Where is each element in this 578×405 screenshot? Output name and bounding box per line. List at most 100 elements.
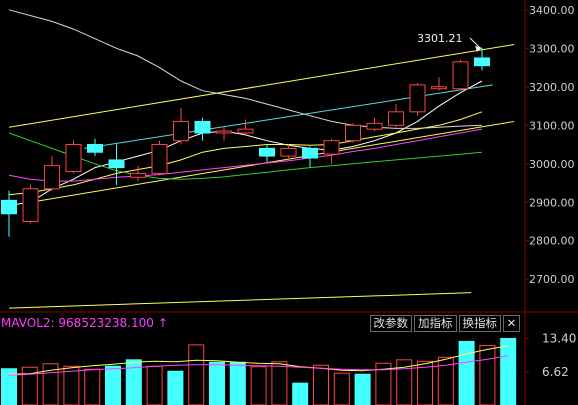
volume-bar-up	[250, 366, 267, 405]
modify-params-button[interactable]: 改参数	[369, 315, 412, 332]
candle-body-up	[388, 111, 404, 126]
volume-bar-up	[333, 372, 350, 405]
volume-moving-average-line	[8, 355, 509, 376]
candle-body-down	[302, 147, 318, 159]
volume-bar-up	[396, 359, 413, 405]
candlestick	[259, 144, 275, 162]
close-icon[interactable]: ✕	[503, 315, 520, 332]
candle-body-up	[431, 86, 447, 90]
volume-tick-label: 6.62	[542, 365, 569, 379]
candle-body-up	[22, 188, 39, 222]
price-tick-label: 3000.00	[529, 158, 575, 171]
volume-bar-down	[167, 370, 184, 405]
trend-line	[8, 43, 515, 128]
candlestick	[130, 165, 146, 182]
high-price-annotation: 3301.21	[417, 32, 463, 45]
candlestick	[237, 119, 254, 135]
volume-bar-up	[479, 344, 496, 405]
candle-body-down	[194, 120, 211, 134]
candlestick	[87, 138, 103, 157]
volume-bar-down	[354, 373, 371, 405]
candle-body-down	[259, 147, 275, 157]
candlestick	[366, 117, 383, 132]
volume-bar-up	[188, 344, 205, 405]
volume-bar-up	[271, 361, 288, 405]
volume-indicator-header: MAVOL2: 968523238.100 ↑ 改参数 加指标 换指标 ✕	[0, 313, 525, 332]
moving-average-line	[8, 111, 483, 196]
price-tick-label: 2700.00	[529, 273, 575, 286]
candle-body-up	[237, 128, 254, 134]
candle-body-up	[345, 124, 361, 142]
price-chart[interactable]: 3400.00 3300.00 3200.00 3100.00 3000.00 2900.…	[0, 0, 578, 313]
volume-bar-down	[1, 368, 17, 405]
candle-body-up	[65, 144, 82, 172]
candlestick	[108, 144, 125, 185]
candlestick	[22, 184, 39, 224]
candle-body-down	[108, 159, 125, 169]
candlestick	[280, 144, 297, 158]
volume-bar-up	[417, 360, 433, 405]
volume-tick-label: 13.40	[542, 331, 576, 345]
volume-bar-up	[21, 366, 38, 405]
volume-chart[interactable]: 13.40 6.62	[0, 313, 578, 405]
volume-bar-up	[84, 368, 101, 405]
volume-bar-down	[500, 337, 517, 405]
candlestick	[302, 146, 318, 168]
volume-bar-down	[458, 340, 475, 405]
candlestick	[431, 77, 447, 91]
candle-body-up	[409, 84, 426, 113]
candle-body-down	[474, 57, 490, 67]
volume-moving-average-line	[8, 345, 509, 375]
candlestick	[323, 138, 340, 164]
candle-body-up	[280, 147, 297, 157]
price-tick-label: 3200.00	[529, 81, 575, 94]
volume-bar-down	[125, 359, 142, 405]
trend-line	[84, 84, 493, 149]
candle-body-up	[323, 140, 340, 155]
price-tick-label: 3400.00	[529, 4, 575, 17]
moving-average-line	[8, 132, 483, 180]
price-tick-label: 2800.00	[529, 235, 575, 248]
mavol-label: MAVOL2: 968523238.100	[1, 315, 154, 330]
candlestick	[1, 190, 17, 237]
volume-bar-up	[146, 365, 163, 405]
candle-body-up	[366, 122, 383, 130]
volume-bar-down	[105, 365, 121, 405]
candlestick	[194, 117, 211, 141]
moving-average-line	[8, 9, 483, 129]
volume-bar-up	[42, 363, 59, 405]
candle-body-down	[1, 199, 17, 215]
volume-bar-up	[63, 365, 80, 405]
volume-bar-up	[313, 364, 329, 405]
up-arrow-icon: ↑	[157, 315, 168, 330]
candlestick	[345, 123, 361, 143]
candle-body-up	[216, 130, 232, 134]
price-tick-label: 3300.00	[529, 42, 575, 55]
candlestick	[44, 156, 60, 191]
add-indicator-button[interactable]: 加指标	[414, 315, 457, 332]
candlestick	[452, 59, 469, 91]
price-tick-label: 2900.00	[529, 196, 575, 209]
indicator-toolbar: 改参数 加指标 换指标 ✕	[369, 315, 520, 332]
candlestick	[388, 104, 404, 128]
candlestick	[173, 107, 189, 145]
candle-body-up	[151, 144, 168, 174]
candlestick	[65, 140, 82, 174]
volume-bar-down	[229, 361, 246, 405]
volume-bar-down	[209, 361, 225, 405]
candle-body-up	[452, 61, 469, 90]
candlestick	[151, 140, 168, 176]
price-tick-label: 3100.00	[529, 119, 575, 132]
volume-bar-down	[292, 382, 309, 405]
annotation-arrow-line	[469, 37, 481, 49]
candlestick	[474, 47, 490, 71]
switch-indicator-button[interactable]: 换指标	[458, 315, 501, 332]
candle-body-up	[44, 165, 60, 190]
trend-line	[8, 292, 472, 309]
candle-body-down	[87, 144, 103, 153]
candlestick	[409, 82, 426, 116]
volume-bar-up	[375, 362, 392, 405]
candlestick	[216, 127, 232, 141]
moving-average-line	[8, 128, 483, 182]
